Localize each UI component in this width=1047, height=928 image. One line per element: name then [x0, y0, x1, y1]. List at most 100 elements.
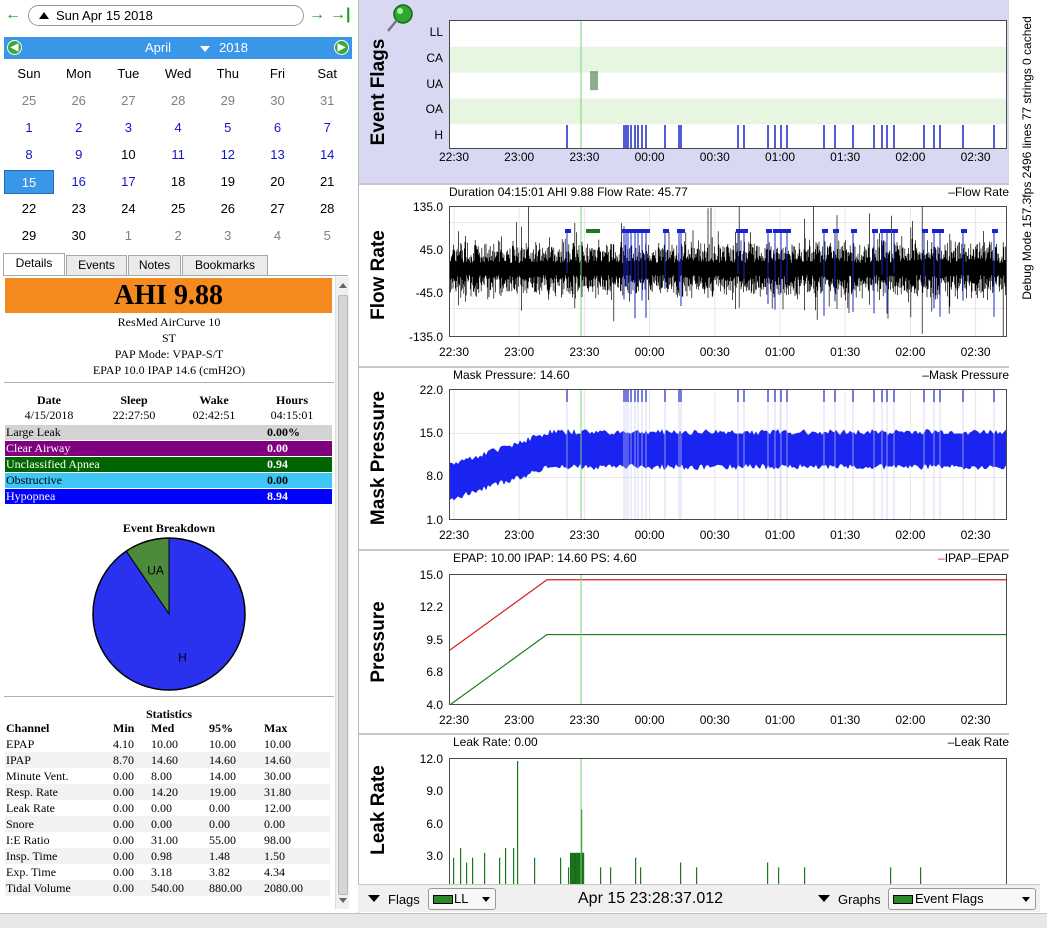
- calendar-day[interactable]: 7: [323, 120, 331, 135]
- tab-bookmarks[interactable]: Bookmarks: [182, 255, 268, 275]
- calendar-day[interactable]: 4: [273, 228, 282, 243]
- calendar-day[interactable]: 19: [220, 174, 236, 189]
- calendar-day[interactable]: 15: [4, 170, 54, 194]
- calendar-day[interactable]: 21: [319, 174, 335, 189]
- pushpin-icon[interactable]: [383, 2, 415, 34]
- event-row[interactable]: Obstructive 0.00: [5, 473, 332, 488]
- calendar-day[interactable]: 14: [319, 147, 335, 162]
- calendar-day[interactable]: 25: [170, 201, 186, 216]
- stats-cell: 12.00: [264, 801, 291, 815]
- flags-dropdown-icon[interactable]: [368, 895, 380, 902]
- tab-details[interactable]: Details: [3, 253, 65, 276]
- flow-rate-title: Flow Rate: [368, 230, 389, 320]
- calendar-day[interactable]: 16: [71, 174, 86, 189]
- event-flags-plot[interactable]: [449, 20, 1007, 149]
- calendar-day[interactable]: 17: [121, 174, 136, 189]
- time-tick: 01:00: [764, 345, 796, 359]
- last-day-button[interactable]: →|: [330, 6, 351, 23]
- mask-ytick: 1.0: [426, 513, 443, 527]
- graph-separator[interactable]: [359, 549, 1009, 551]
- graph-separator[interactable]: [359, 183, 1009, 185]
- calendar-day[interactable]: 27: [121, 93, 136, 108]
- calendar-day[interactable]: 23: [71, 201, 86, 216]
- calendar-day[interactable]: 26: [220, 201, 236, 216]
- next-month-button[interactable]: ▶: [334, 40, 349, 55]
- scroll-thumb[interactable]: [338, 295, 348, 895]
- tab-notes[interactable]: Notes: [128, 255, 181, 275]
- calendar-day[interactable]: 29: [21, 228, 37, 243]
- stats-cell: IPAP: [6, 753, 31, 767]
- pressure-graph: Pressure EPAP: 10.00 IPAP: 14.60 PS: 4.6…: [359, 551, 1009, 732]
- event-row[interactable]: Unclassified Apnea 0.94: [5, 457, 332, 472]
- calendar-day[interactable]: 6: [273, 120, 282, 135]
- stats-cell: 8.70: [113, 753, 134, 767]
- calendar-day[interactable]: 24: [121, 201, 136, 216]
- calendar-day[interactable]: 27: [270, 201, 285, 216]
- graph-separator[interactable]: [359, 733, 1009, 735]
- flags-select[interactable]: LL: [428, 888, 496, 910]
- event-row[interactable]: Hypopnea 8.94: [5, 489, 332, 504]
- tab-events[interactable]: Events: [66, 255, 127, 275]
- calendar-day[interactable]: 2: [174, 228, 182, 243]
- calendar-day[interactable]: 20: [270, 174, 285, 189]
- time-tick: 00:30: [699, 150, 730, 164]
- calendar-day[interactable]: 28: [170, 93, 186, 108]
- calendar-day[interactable]: 1: [124, 228, 132, 243]
- calendar-day[interactable]: 18: [170, 174, 186, 189]
- calendar-day[interactable]: 3: [124, 120, 132, 135]
- calendar-day[interactable]: 1: [25, 120, 33, 135]
- next-day-button[interactable]: →: [309, 6, 325, 23]
- scroll-up-icon[interactable]: [339, 283, 347, 288]
- calendar-day[interactable]: 30: [71, 228, 86, 243]
- calendar-day[interactable]: 2: [75, 120, 83, 135]
- date-selector[interactable]: Sun Apr 15 2018: [28, 5, 304, 26]
- calendar-day[interactable]: 30: [270, 93, 285, 108]
- calendar-month[interactable]: April: [145, 40, 172, 55]
- graphs-select[interactable]: Event Flags: [888, 888, 1036, 910]
- calendar-day[interactable]: 25: [21, 93, 37, 108]
- stats-cell: 3.82: [209, 865, 230, 879]
- calendar-day[interactable]: 4: [174, 120, 182, 135]
- calendar-day[interactable]: 22: [21, 201, 37, 216]
- leak-bar: [453, 857, 455, 884]
- calendar-day[interactable]: 13: [270, 147, 285, 162]
- stats-cell: 55.00: [209, 833, 236, 847]
- previous-day-button[interactable]: ←: [5, 6, 21, 23]
- calendar-day[interactable]: 28: [319, 201, 335, 216]
- calendar-day[interactable]: 31: [319, 93, 335, 108]
- prev-month-button[interactable]: ◀: [7, 40, 22, 55]
- mask-pressure-plot[interactable]: [449, 389, 1007, 520]
- graphs-dropdown-icon[interactable]: [818, 895, 830, 902]
- calendar-day[interactable]: 26: [71, 93, 86, 108]
- calendar-dow: Mon: [66, 66, 92, 81]
- stats-cell: Max: [264, 721, 288, 735]
- calendar-day[interactable]: 5: [224, 120, 232, 135]
- calendar-day[interactable]: 12: [220, 147, 236, 162]
- month-dropdown-icon[interactable]: [200, 46, 210, 52]
- calendar-day[interactable]: 29: [220, 93, 236, 108]
- pressure-plot[interactable]: [449, 574, 1007, 705]
- pressure-settings: EPAP 10.0 IPAP 14.6 (cmH2O): [92, 363, 246, 377]
- calendar-grid: Sun Mon Tue Wed Thu Fri Sat 25 26 27 28 29 30 31 1 2 3 4 5…: [4, 62, 352, 251]
- scroll-down-icon[interactable]: [339, 898, 347, 903]
- calendar-year[interactable]: 2018: [219, 40, 248, 55]
- stats-cell: 31.80: [264, 785, 291, 799]
- event-row[interactable]: Clear Airway 0.00: [5, 441, 332, 456]
- graph-separator[interactable]: [359, 366, 1009, 368]
- details-scrollbar[interactable]: [335, 277, 349, 909]
- event-row[interactable]: Large Leak 0.00%: [5, 425, 332, 440]
- leak-bar: [696, 867, 698, 884]
- calendar-dow: Sun: [17, 66, 41, 81]
- calendar-day[interactable]: 3: [224, 228, 232, 243]
- calendar-day[interactable]: 8: [25, 147, 33, 162]
- pressure-header: EPAP: 10.00 IPAP: 14.60 PS: 4.60: [453, 551, 637, 565]
- pressure-legend: –IPAP–EPAP: [938, 551, 1009, 565]
- calendar-day[interactable]: 10: [121, 147, 136, 162]
- flow-rate-plot[interactable]: [449, 206, 1007, 337]
- leak-rate-plot[interactable]: [449, 758, 1007, 884]
- stats-cell: I:E Ratio: [6, 833, 50, 847]
- calendar-day[interactable]: 9: [75, 147, 83, 162]
- calendar-day[interactable]: 5: [323, 228, 331, 243]
- calendar-day[interactable]: 11: [171, 147, 185, 162]
- flow-event-marker: [833, 229, 839, 233]
